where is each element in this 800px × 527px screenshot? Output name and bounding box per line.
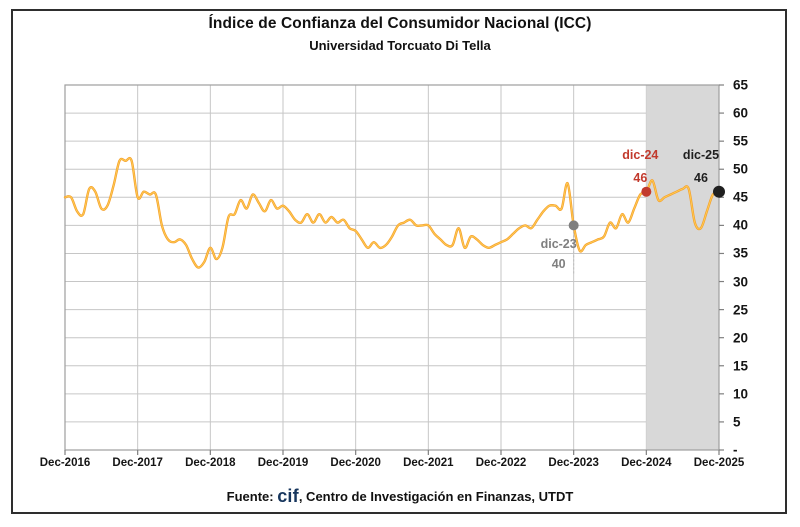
annotation-dic-24: dic-24 46: [622, 144, 658, 190]
x-axis-tick-label: Dec-2016: [39, 457, 91, 469]
y-axis-tick-label: 15: [733, 358, 749, 374]
x-axis-tick-label: Dec-2017: [112, 457, 163, 469]
y-axis-tick-label: 25: [733, 302, 749, 318]
icc-series-line: [63, 156, 721, 269]
y-axis-tick-label: 30: [733, 274, 749, 290]
annotation-dic-23-label: dic-23: [540, 237, 577, 252]
annotation-dic-25-value: 46: [694, 170, 708, 185]
data-point-dic-24: [641, 186, 652, 197]
source-caption: Fuente: cif, Centro de Investigación en …: [0, 486, 800, 507]
y-axis-tick-label: 65: [733, 77, 749, 93]
plot-border: [64, 84, 720, 451]
y-axis-tick-label: 5: [733, 414, 741, 430]
y-axis-tick-label: 10: [733, 386, 749, 402]
data-point-dic-23: [568, 220, 579, 231]
annotation-dic-24-label: dic-24: [622, 147, 659, 162]
y-axis-tick-label: -: [733, 442, 738, 458]
annotation-dic-23-value: 40: [551, 257, 566, 272]
y-axis-tick-label: 55: [733, 133, 749, 149]
cif-logo: cif: [277, 486, 299, 506]
x-axis-tick-label: Dec-2021: [403, 457, 454, 469]
y-axis-tick-label: 60: [733, 105, 749, 121]
annotation-dic-25: dic-25 46: [683, 144, 719, 190]
chart-title: Índice de Confianza del Consumidor Nacio…: [208, 15, 592, 32]
annotation-dic-25-label: dic-25: [682, 147, 720, 162]
forecast-band: [646, 85, 719, 450]
data-point-dic-25: [713, 185, 725, 198]
y-axis-tick-label: 35: [733, 245, 749, 261]
x-axis-tick-label: Dec-2019: [257, 457, 309, 469]
y-axis-tick-label: 20: [733, 330, 749, 346]
x-axis-tick-label: Dec-2018: [185, 457, 236, 469]
x-axis-tick-label: Dec-2022: [475, 457, 527, 469]
x-axis-tick-label: Dec-2024: [621, 457, 672, 469]
chart-subtitle: Universidad Torcuato Di Tella: [309, 38, 491, 53]
annotation-dic-23: dic-23 40: [541, 234, 577, 274]
y-axis-tick-label: 45: [733, 189, 749, 205]
source-prefix: Fuente:: [226, 489, 278, 504]
x-axis-tick-label: Dec-2025: [693, 457, 745, 469]
x-axis-tick-label: Dec-2023: [548, 457, 599, 469]
x-axis-tick-label: Dec-2020: [330, 457, 381, 469]
source-suffix: , Centro de Investigación en Finanzas, U…: [298, 489, 574, 504]
y-axis-tick-label: 50: [733, 161, 749, 177]
annotation-dic-24-value: 46: [633, 170, 648, 185]
icc-series-line-highlight: [64, 157, 720, 268]
y-axis-tick-label: 40: [733, 217, 749, 233]
